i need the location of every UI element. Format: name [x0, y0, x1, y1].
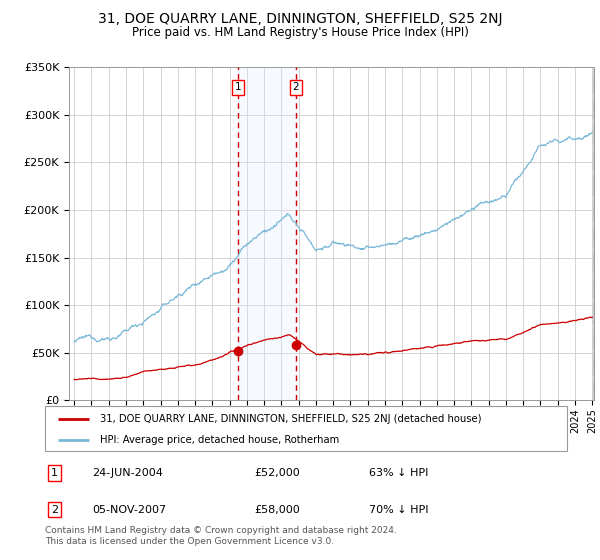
Text: 24-JUN-2004: 24-JUN-2004 — [92, 468, 163, 478]
Text: 05-NOV-2007: 05-NOV-2007 — [92, 505, 166, 515]
Text: £58,000: £58,000 — [254, 505, 299, 515]
Text: £52,000: £52,000 — [254, 468, 299, 478]
Text: 2: 2 — [51, 505, 58, 515]
Text: 31, DOE QUARRY LANE, DINNINGTON, SHEFFIELD, S25 2NJ (detached house): 31, DOE QUARRY LANE, DINNINGTON, SHEFFIE… — [100, 413, 481, 423]
Text: Contains HM Land Registry data © Crown copyright and database right 2024.
This d: Contains HM Land Registry data © Crown c… — [45, 526, 397, 546]
Text: 63% ↓ HPI: 63% ↓ HPI — [368, 468, 428, 478]
Text: 2: 2 — [293, 82, 299, 92]
Text: 1: 1 — [235, 82, 241, 92]
Text: 70% ↓ HPI: 70% ↓ HPI — [368, 505, 428, 515]
Text: 31, DOE QUARRY LANE, DINNINGTON, SHEFFIELD, S25 2NJ: 31, DOE QUARRY LANE, DINNINGTON, SHEFFIE… — [98, 12, 502, 26]
Text: HPI: Average price, detached house, Rotherham: HPI: Average price, detached house, Roth… — [100, 435, 339, 445]
Text: Price paid vs. HM Land Registry's House Price Index (HPI): Price paid vs. HM Land Registry's House … — [131, 26, 469, 39]
Text: 1: 1 — [51, 468, 58, 478]
Bar — [238, 67, 296, 400]
FancyBboxPatch shape — [45, 406, 567, 451]
